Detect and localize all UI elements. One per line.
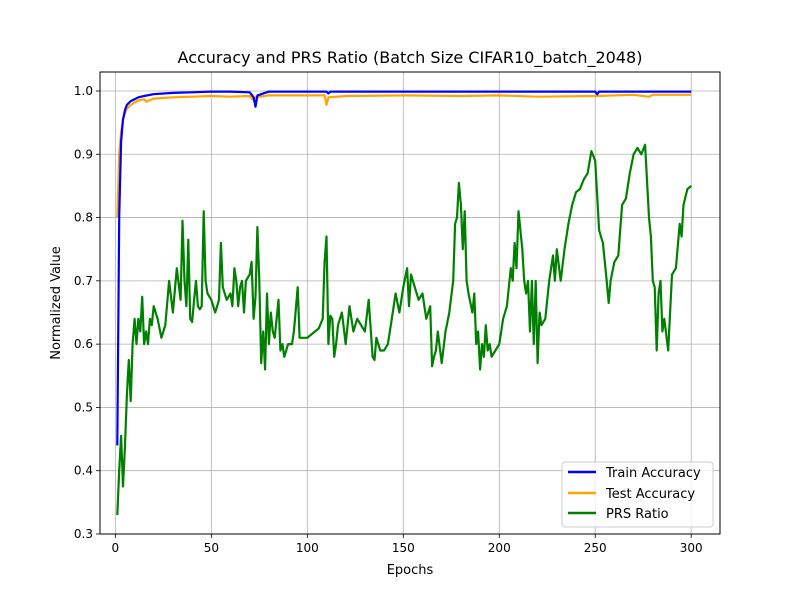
x-tick-label: 200 <box>488 541 511 555</box>
x-axis-label: Epochs <box>387 563 434 578</box>
x-tick-label: 0 <box>112 541 120 555</box>
legend-label-prs-ratio: PRS Ratio <box>606 507 669 522</box>
legend: Train Accuracy Test Accuracy PRS Ratio <box>561 461 714 528</box>
series-layer <box>116 90 692 516</box>
plot-frame <box>99 71 721 535</box>
x-tick-label: 100 <box>296 541 319 555</box>
y-tick-label: 0.8 <box>74 211 93 225</box>
y-tick-label: 0.5 <box>74 400 93 414</box>
y-tick-label: 0.3 <box>74 527 93 541</box>
y-tick-label: 0.6 <box>74 337 93 351</box>
x-tick-label: 150 <box>392 541 415 555</box>
y-tick-label: 0.7 <box>74 274 93 288</box>
y-tick-label: 0.9 <box>74 147 93 161</box>
x-tick-label: 50 <box>204 541 219 555</box>
legend-box <box>561 461 714 528</box>
x-tick-label: 250 <box>584 541 607 555</box>
y-tick-label: 1.0 <box>74 84 93 98</box>
chart-title: Accuracy and PRS Ratio (Batch Size CIFAR… <box>178 48 643 68</box>
y-axis-label: Normalized Value <box>49 246 64 360</box>
legend-label-train-accuracy: Train Accuracy <box>605 466 701 481</box>
series-line-prs-ratio <box>116 143 692 516</box>
y-tick-label: 0.4 <box>74 464 93 478</box>
series-line-test-accuracy <box>116 93 692 218</box>
series-line-train-accuracy <box>116 90 692 446</box>
axis-ticks: 0 50 100 150 200 250 300 0.3 0.4 0.5 0.6 0.7 0.8 0.9 1… <box>74 84 703 555</box>
x-tick-label: 300 <box>680 541 703 555</box>
legend-label-test-accuracy: Test Accuracy <box>605 487 695 502</box>
